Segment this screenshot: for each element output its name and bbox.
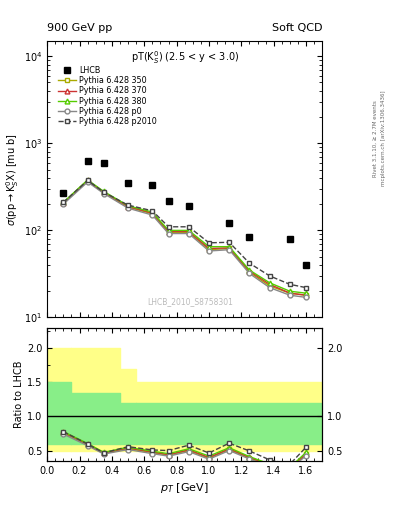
Pythia 6.428 p2010 <box>126 202 130 208</box>
Legend: LHCB, Pythia 6.428 350, Pythia 6.428 370, Pythia 6.428 380, Pythia 6.428 p0, Pyt: LHCB, Pythia 6.428 350, Pythia 6.428 370… <box>57 65 159 127</box>
Pythia 6.428 p0 <box>207 248 211 254</box>
Pythia 6.428 380 <box>186 227 191 233</box>
Pythia 6.428 p2010 <box>207 240 211 246</box>
Pythia 6.428 p0 <box>166 230 171 237</box>
Pythia 6.428 370 <box>247 268 252 274</box>
Pythia 6.428 370 <box>288 290 292 296</box>
Pythia 6.428 p0 <box>247 270 252 276</box>
Pythia 6.428 p0 <box>227 247 231 253</box>
LHCB <box>150 182 155 188</box>
Pythia 6.428 370 <box>166 228 171 234</box>
Pythia 6.428 350 <box>101 190 106 196</box>
LHCB <box>101 160 106 166</box>
LHCB <box>247 233 252 240</box>
Pythia 6.428 p0 <box>85 179 90 185</box>
Text: mcplots.cern.ch [arXiv:1306.3436]: mcplots.cern.ch [arXiv:1306.3436] <box>381 91 386 186</box>
Pythia 6.428 370 <box>304 292 309 298</box>
Pythia 6.428 p2010 <box>150 208 155 214</box>
Pythia 6.428 350 <box>288 290 292 296</box>
Text: 900 GeV pp: 900 GeV pp <box>47 23 112 33</box>
Line: Pythia 6.428 p0: Pythia 6.428 p0 <box>61 180 309 300</box>
Pythia 6.428 370 <box>267 281 272 287</box>
Pythia 6.428 p2010 <box>247 260 252 266</box>
Text: Soft QCD: Soft QCD <box>272 23 322 33</box>
LHCB <box>288 236 292 242</box>
Pythia 6.428 p0 <box>267 285 272 291</box>
Pythia 6.428 p0 <box>304 294 309 301</box>
Pythia 6.428 350 <box>304 292 309 298</box>
Pythia 6.428 350 <box>247 269 252 275</box>
Pythia 6.428 350 <box>227 245 231 251</box>
LHCB <box>166 198 171 204</box>
Pythia 6.428 380 <box>267 280 272 286</box>
Pythia 6.428 380 <box>247 267 252 273</box>
Pythia 6.428 370 <box>227 245 231 251</box>
X-axis label: $p_T$ [GeV]: $p_T$ [GeV] <box>160 481 209 495</box>
Pythia 6.428 380 <box>61 199 66 205</box>
Pythia 6.428 380 <box>304 290 309 296</box>
Pythia 6.428 380 <box>288 288 292 294</box>
Line: LHCB: LHCB <box>60 157 310 268</box>
LHCB <box>304 262 309 268</box>
Pythia 6.428 380 <box>227 244 231 250</box>
Pythia 6.428 p2010 <box>267 273 272 279</box>
Pythia 6.428 380 <box>126 203 130 209</box>
Pythia 6.428 p0 <box>288 292 292 298</box>
LHCB <box>186 203 191 209</box>
Pythia 6.428 370 <box>101 189 106 195</box>
Line: Pythia 6.428 p2010: Pythia 6.428 p2010 <box>61 178 309 290</box>
Pythia 6.428 350 <box>150 211 155 217</box>
Line: Pythia 6.428 380: Pythia 6.428 380 <box>61 178 309 295</box>
Pythia 6.428 350 <box>186 229 191 236</box>
Y-axis label: $\sigma(\mathsf{pp}{\rightarrow}\mathsf{K}^0_S\mathsf{X})$ [mu b]: $\sigma(\mathsf{pp}{\rightarrow}\mathsf{… <box>4 133 21 226</box>
LHCB <box>227 221 231 227</box>
Pythia 6.428 p0 <box>126 205 130 211</box>
Text: Rivet 3.1.10, ≥ 2.7M events: Rivet 3.1.10, ≥ 2.7M events <box>373 100 378 177</box>
LHCB <box>61 190 66 196</box>
Pythia 6.428 350 <box>166 229 171 236</box>
LHCB <box>85 158 90 164</box>
Pythia 6.428 p2010 <box>166 224 171 230</box>
Pythia 6.428 370 <box>85 177 90 183</box>
LHCB <box>126 180 130 186</box>
Text: LHCB_2010_S8758301: LHCB_2010_S8758301 <box>147 297 233 306</box>
Pythia 6.428 380 <box>166 227 171 233</box>
Pythia 6.428 350 <box>61 200 66 206</box>
Pythia 6.428 p0 <box>61 201 66 207</box>
Pythia 6.428 350 <box>207 247 211 253</box>
Pythia 6.428 p2010 <box>85 177 90 183</box>
Pythia 6.428 370 <box>150 210 155 216</box>
Pythia 6.428 p0 <box>186 230 191 237</box>
Pythia 6.428 370 <box>126 203 130 209</box>
Pythia 6.428 p2010 <box>227 239 231 245</box>
Pythia 6.428 380 <box>150 209 155 215</box>
Pythia 6.428 380 <box>207 244 211 250</box>
Pythia 6.428 p0 <box>101 190 106 197</box>
Pythia 6.428 p0 <box>150 212 155 218</box>
Pythia 6.428 350 <box>126 204 130 210</box>
Text: pT(K$^0_S$) (2.5 < y < 3.0): pT(K$^0_S$) (2.5 < y < 3.0) <box>130 49 239 66</box>
Pythia 6.428 370 <box>186 228 191 234</box>
Pythia 6.428 p2010 <box>304 285 309 291</box>
Line: Pythia 6.428 350: Pythia 6.428 350 <box>61 179 309 297</box>
Pythia 6.428 350 <box>267 283 272 289</box>
Pythia 6.428 p2010 <box>186 224 191 230</box>
Pythia 6.428 350 <box>85 178 90 184</box>
Pythia 6.428 p2010 <box>101 189 106 195</box>
Pythia 6.428 370 <box>207 245 211 251</box>
Pythia 6.428 380 <box>101 188 106 195</box>
Pythia 6.428 370 <box>61 200 66 206</box>
Line: Pythia 6.428 370: Pythia 6.428 370 <box>61 178 309 297</box>
Y-axis label: Ratio to LHCB: Ratio to LHCB <box>14 360 24 428</box>
Pythia 6.428 380 <box>85 177 90 183</box>
Pythia 6.428 p2010 <box>61 199 66 205</box>
Pythia 6.428 p2010 <box>288 281 292 287</box>
